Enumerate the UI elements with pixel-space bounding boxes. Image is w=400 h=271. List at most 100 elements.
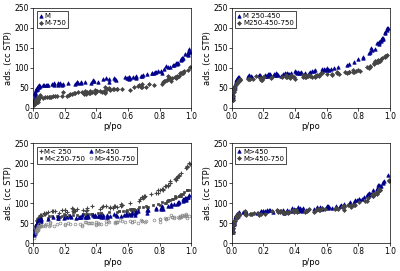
M<250-750 bbox=[39, 217, 44, 220]
M< 250 bbox=[32, 229, 37, 233]
Line: M<250-750: M<250-750 bbox=[33, 188, 191, 236]
M>450-750 bbox=[243, 213, 248, 216]
Legend: M< 250, M<250-750, M>450, M>450-750: M< 250, M<250-750, M>450, M>450-750 bbox=[37, 147, 138, 164]
M bbox=[126, 75, 131, 79]
M-750 bbox=[188, 66, 192, 69]
M<250-750 bbox=[179, 192, 184, 195]
M>450-750 bbox=[230, 230, 235, 234]
M-750 bbox=[38, 96, 42, 99]
M-750 bbox=[180, 72, 185, 75]
M 250-450 bbox=[295, 70, 300, 74]
M-750 bbox=[47, 95, 52, 98]
M250-450-750 bbox=[246, 77, 250, 80]
X-axis label: p/po: p/po bbox=[302, 258, 320, 267]
M>450-750 bbox=[375, 191, 380, 194]
M>450-750 bbox=[38, 224, 43, 227]
M>450-750 bbox=[187, 214, 192, 218]
M< 250 bbox=[184, 167, 188, 170]
Y-axis label: ads. (cc STP): ads. (cc STP) bbox=[203, 31, 212, 85]
Line: M-750: M-750 bbox=[33, 66, 191, 107]
X-axis label: p/po: p/po bbox=[103, 258, 122, 267]
Legend: M 250-450, M250-450-750: M 250-450, M250-450-750 bbox=[235, 11, 296, 28]
M>450 bbox=[55, 216, 60, 220]
Y-axis label: ads. (cc STP): ads. (cc STP) bbox=[203, 166, 212, 220]
M>450-750 bbox=[179, 215, 184, 218]
Y-axis label: ads. (cc STP): ads. (cc STP) bbox=[4, 166, 13, 220]
M>450 bbox=[320, 207, 324, 210]
Line: M>450-750: M>450-750 bbox=[231, 179, 390, 233]
M 250-450 bbox=[249, 75, 254, 78]
M< 250 bbox=[38, 215, 43, 218]
M>450-750 bbox=[183, 215, 188, 218]
M< 250 bbox=[177, 173, 182, 176]
M>450 bbox=[244, 211, 249, 214]
Line: M>450-750: M>450-750 bbox=[33, 213, 190, 239]
Line: M>450: M>450 bbox=[32, 194, 191, 237]
Line: M< 250: M< 250 bbox=[32, 161, 192, 233]
M>450-750 bbox=[32, 236, 36, 240]
M>450-750 bbox=[103, 220, 108, 223]
M>450 bbox=[187, 194, 192, 197]
M>450 bbox=[32, 233, 36, 237]
M bbox=[111, 76, 116, 79]
M>450-750 bbox=[386, 178, 391, 182]
M>450 bbox=[182, 198, 186, 201]
M>450-750 bbox=[237, 214, 242, 217]
M>450 bbox=[237, 210, 242, 214]
M>450-750 bbox=[115, 220, 120, 223]
M<250-750 bbox=[129, 208, 134, 211]
M bbox=[32, 99, 36, 102]
M>450-750 bbox=[183, 212, 188, 216]
M>450-750 bbox=[302, 211, 307, 214]
Line: M 250-450: M 250-450 bbox=[231, 27, 390, 98]
M< 250 bbox=[108, 206, 112, 209]
M-750 bbox=[178, 72, 182, 75]
M 250-450 bbox=[385, 27, 390, 30]
M>450 bbox=[115, 214, 120, 217]
M< 250 bbox=[187, 163, 192, 166]
M< 250 bbox=[120, 203, 124, 207]
M>450 bbox=[375, 188, 380, 191]
M 250-450 bbox=[380, 36, 385, 40]
Line: M>450: M>450 bbox=[231, 173, 390, 234]
M 250-450 bbox=[245, 75, 250, 78]
M250-450-750 bbox=[308, 75, 312, 78]
Legend: M>450, M>450-750: M>450, M>450-750 bbox=[235, 147, 286, 164]
M<250-750 bbox=[32, 233, 37, 237]
M bbox=[32, 99, 37, 103]
M>450 bbox=[386, 173, 391, 176]
M250-450-750 bbox=[254, 75, 258, 78]
M>450 bbox=[183, 198, 188, 202]
M250-450-750 bbox=[385, 53, 390, 56]
M>450 bbox=[100, 216, 105, 219]
M-750 bbox=[98, 89, 103, 92]
M>450-750 bbox=[316, 207, 320, 211]
M<250-750 bbox=[184, 188, 189, 191]
M bbox=[187, 48, 192, 51]
M 250-450 bbox=[230, 94, 235, 97]
M250-450-750 bbox=[380, 56, 384, 60]
M< 250 bbox=[42, 211, 46, 214]
M 250-450 bbox=[312, 69, 316, 73]
M>450 bbox=[378, 184, 383, 188]
M>450-750 bbox=[44, 222, 48, 225]
M250-450-750 bbox=[316, 74, 321, 77]
Line: M: M bbox=[32, 48, 191, 103]
M<250-750 bbox=[54, 215, 59, 218]
M<250-750 bbox=[178, 194, 182, 197]
M>450 bbox=[38, 220, 43, 223]
M 250-450 bbox=[383, 32, 388, 35]
M>450 bbox=[300, 209, 305, 212]
M bbox=[185, 54, 190, 57]
Line: M250-450-750: M250-450-750 bbox=[231, 53, 389, 102]
M250-450-750 bbox=[230, 99, 235, 102]
M bbox=[187, 50, 192, 53]
M-750 bbox=[32, 104, 36, 107]
M< 250 bbox=[187, 162, 192, 165]
X-axis label: p/po: p/po bbox=[103, 122, 122, 131]
M 250-450 bbox=[386, 27, 390, 30]
M>450 bbox=[230, 230, 235, 234]
M bbox=[41, 83, 46, 86]
M bbox=[46, 84, 50, 87]
M-750 bbox=[108, 89, 112, 92]
